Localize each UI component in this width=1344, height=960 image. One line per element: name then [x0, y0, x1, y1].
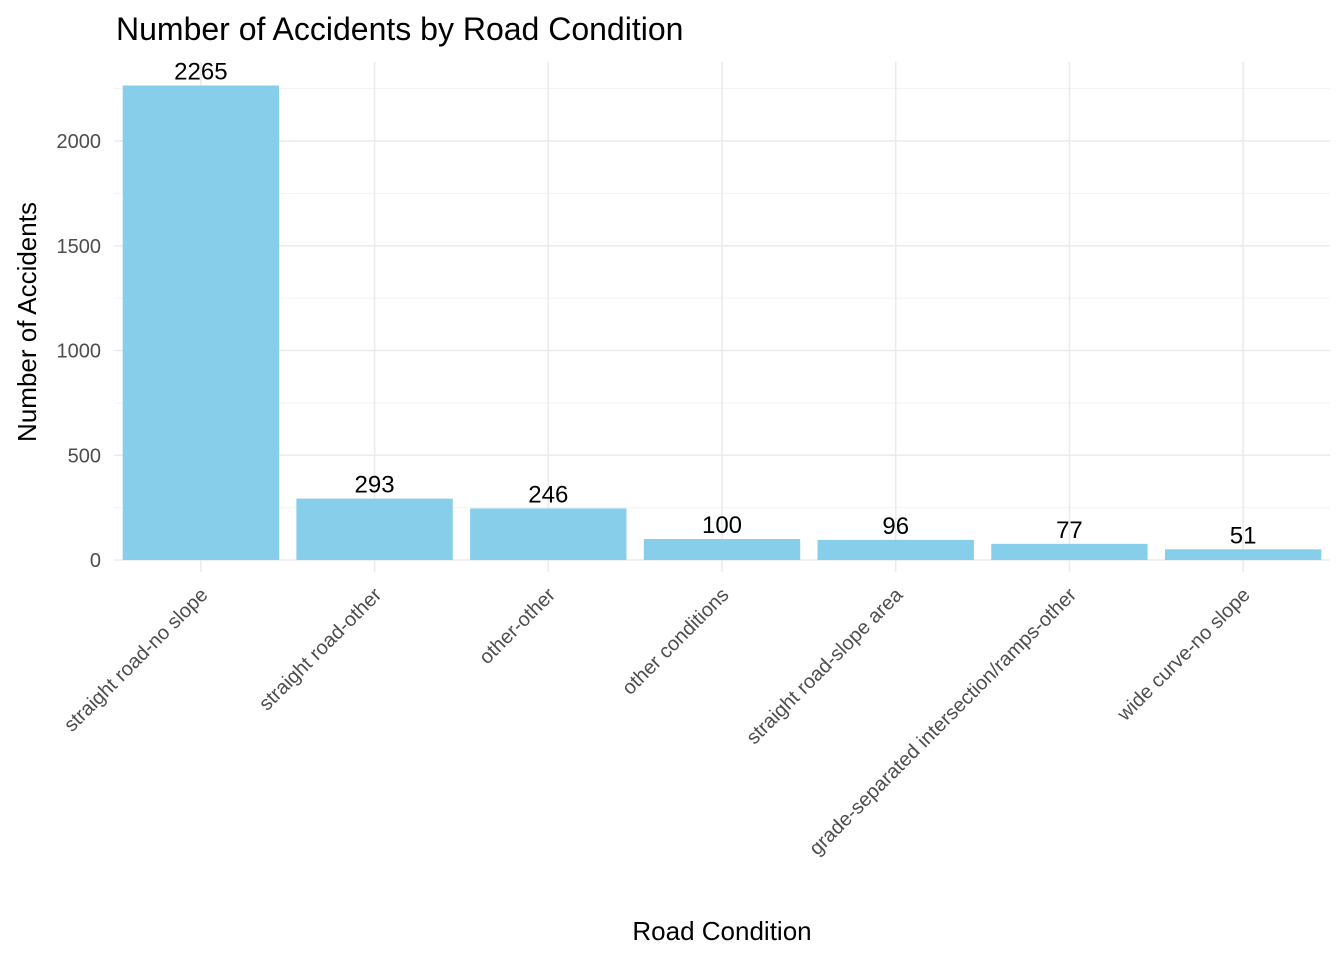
bar-value-label: 77	[1056, 517, 1083, 544]
bar-value-label: 51	[1230, 522, 1257, 549]
bars	[122, 85, 1322, 561]
x-tick-label: straight road-other	[255, 584, 386, 715]
y-tick-label: 500	[68, 445, 101, 467]
data-labels: 2265 293 246 100 96 77 51	[174, 58, 1256, 549]
x-tick-label: grade-separated intersection/ramps-other	[805, 584, 1081, 860]
y-tick-label: 1000	[57, 341, 102, 363]
y-tick-label: 2000	[57, 131, 102, 153]
bar-value-label: 293	[355, 472, 395, 499]
x-tick-label: straight road-slope area	[742, 583, 908, 749]
x-tick-label: other conditions	[618, 584, 733, 699]
x-tick-label: other-other	[475, 584, 560, 669]
bar-value-label: 246	[528, 481, 568, 508]
x-tick-label: straight road-no slope	[60, 584, 212, 736]
bar	[817, 539, 974, 560]
bar	[122, 85, 280, 561]
y-tick-label: 0	[90, 550, 101, 572]
y-axis-ticks: 0 500 1000 1500 2000	[57, 131, 102, 572]
x-tick-label: wide curve-no slope	[1113, 584, 1255, 726]
grid-lines	[114, 62, 1330, 572]
bar	[470, 508, 627, 560]
x-axis-ticks: straight road-no slope straight road-othe…	[60, 583, 1255, 859]
bar	[296, 498, 453, 560]
bar	[1164, 549, 1322, 560]
bar-value-label: 2265	[174, 58, 227, 85]
bar	[991, 543, 1148, 560]
y-axis-title: Number of Accidents	[12, 202, 42, 442]
bar-value-label: 100	[702, 512, 742, 539]
chart-title: Number of Accidents by Road Condition	[116, 11, 683, 47]
x-axis-title: Road Condition	[632, 916, 811, 946]
bar	[643, 539, 801, 560]
bar-value-label: 96	[882, 513, 909, 540]
y-tick-label: 1500	[57, 236, 102, 258]
